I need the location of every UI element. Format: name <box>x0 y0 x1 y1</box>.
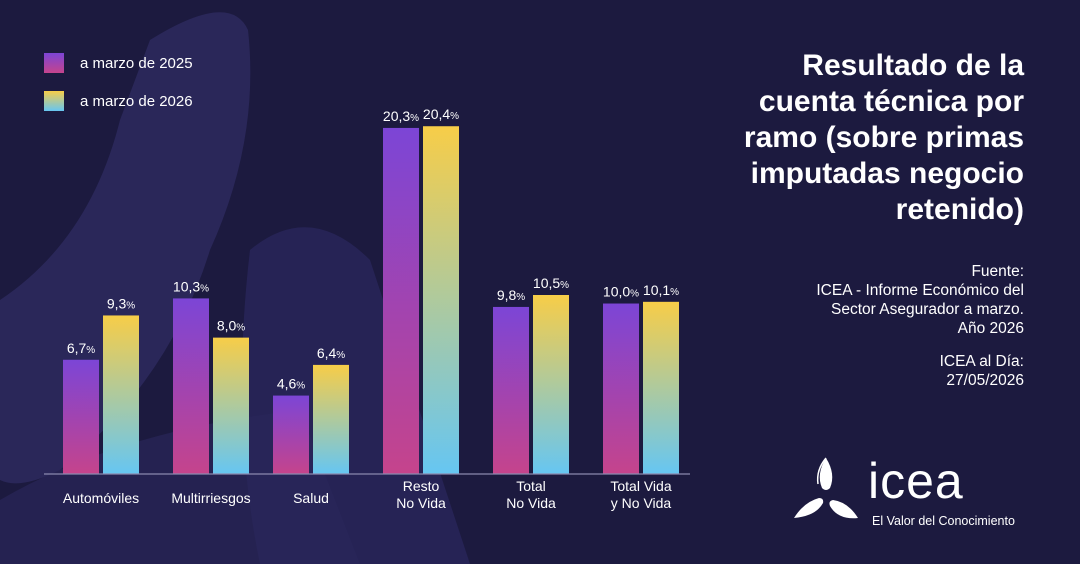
data-label-2025-5: 10,0% <box>603 284 639 300</box>
icea-logo: icea El Valor del Conocimiento <box>786 452 1036 532</box>
source-line: Sector Asegurador a marzo. <box>831 301 1024 318</box>
source-label: Fuente: <box>971 263 1024 280</box>
data-label-2025-0: 6,7% <box>67 340 95 356</box>
legend-label-2025: a marzo de 2025 <box>80 54 193 72</box>
bar-2026-4 <box>533 295 569 474</box>
bar-2025-1 <box>173 298 209 474</box>
bar-2025-5 <box>603 303 639 474</box>
bar-2025-0 <box>63 359 99 474</box>
logo-wordmark: icea <box>868 453 964 509</box>
data-label-2025-2: 4,6% <box>277 376 305 392</box>
title-line: cuenta técnica por <box>758 85 1024 118</box>
title-line: imputadas negocio <box>750 157 1024 190</box>
title-line: ramo (sobre primas <box>743 121 1024 154</box>
category-label-4: Total No Vida <box>506 478 556 511</box>
data-label-2026-5: 10,1% <box>643 282 679 298</box>
title-line: Resultado de la <box>802 49 1024 82</box>
bar-chart: 6,7% 9,3% Automóviles 10,3% 8,0% Multirriesgo… <box>44 106 690 511</box>
data-label-2025-4: 9,8% <box>497 287 525 303</box>
logo-tagline: El Valor del Conocimiento <box>872 514 1015 528</box>
data-label-2025-1: 10,3% <box>173 278 209 294</box>
bar-2026-3 <box>423 126 459 474</box>
category-label-2: Salud <box>293 490 329 506</box>
data-label-2026-0: 9,3% <box>107 295 135 311</box>
category-label-1: Multirriesgos <box>171 490 250 506</box>
category-label-0: Automóviles <box>63 490 139 506</box>
bar-2025-4 <box>493 306 529 474</box>
legend-label-2026: a marzo de 2026 <box>80 92 193 110</box>
bar-2026-2 <box>313 364 349 474</box>
bar-2026-5 <box>643 301 679 474</box>
legend-item-2026: a marzo de 2026 <box>44 90 193 112</box>
source-line: ICEA - Informe Económico del <box>816 282 1024 299</box>
category-label-3: Resto No Vida <box>396 478 446 511</box>
legend-item-2025: a marzo de 2025 <box>44 52 193 74</box>
title-line: retenido) <box>895 193 1024 226</box>
date-label: ICEA al Día: <box>939 353 1024 370</box>
data-label-2026-4: 10,5% <box>533 275 569 291</box>
source-block: Fuente: ICEA - Informe Económico del Sec… <box>724 262 1024 390</box>
data-label-2026-3: 20,4% <box>423 106 459 122</box>
bar-2026-1 <box>213 337 249 474</box>
bar-2025-2 <box>273 395 309 474</box>
source-line: Año 2026 <box>957 320 1024 337</box>
legend-swatch-2026 <box>44 91 64 111</box>
chart-title: Resultado de la cuenta técnica por ramo … <box>684 48 1024 228</box>
bar-2025-3 <box>383 127 419 474</box>
legend-swatch-2025 <box>44 53 64 73</box>
chart-legend: a marzo de 2025 a marzo de 2026 <box>44 52 193 128</box>
publication-date: 27/05/2026 <box>946 372 1024 389</box>
category-label-5: Total Vida y No Vida <box>610 478 671 511</box>
data-label-2026-1: 8,0% <box>217 318 245 334</box>
data-label-2025-3: 20,3% <box>383 108 419 124</box>
icea-triskelion-icon <box>794 457 858 519</box>
bar-2026-0 <box>103 315 139 474</box>
data-label-2026-2: 6,4% <box>317 345 345 361</box>
